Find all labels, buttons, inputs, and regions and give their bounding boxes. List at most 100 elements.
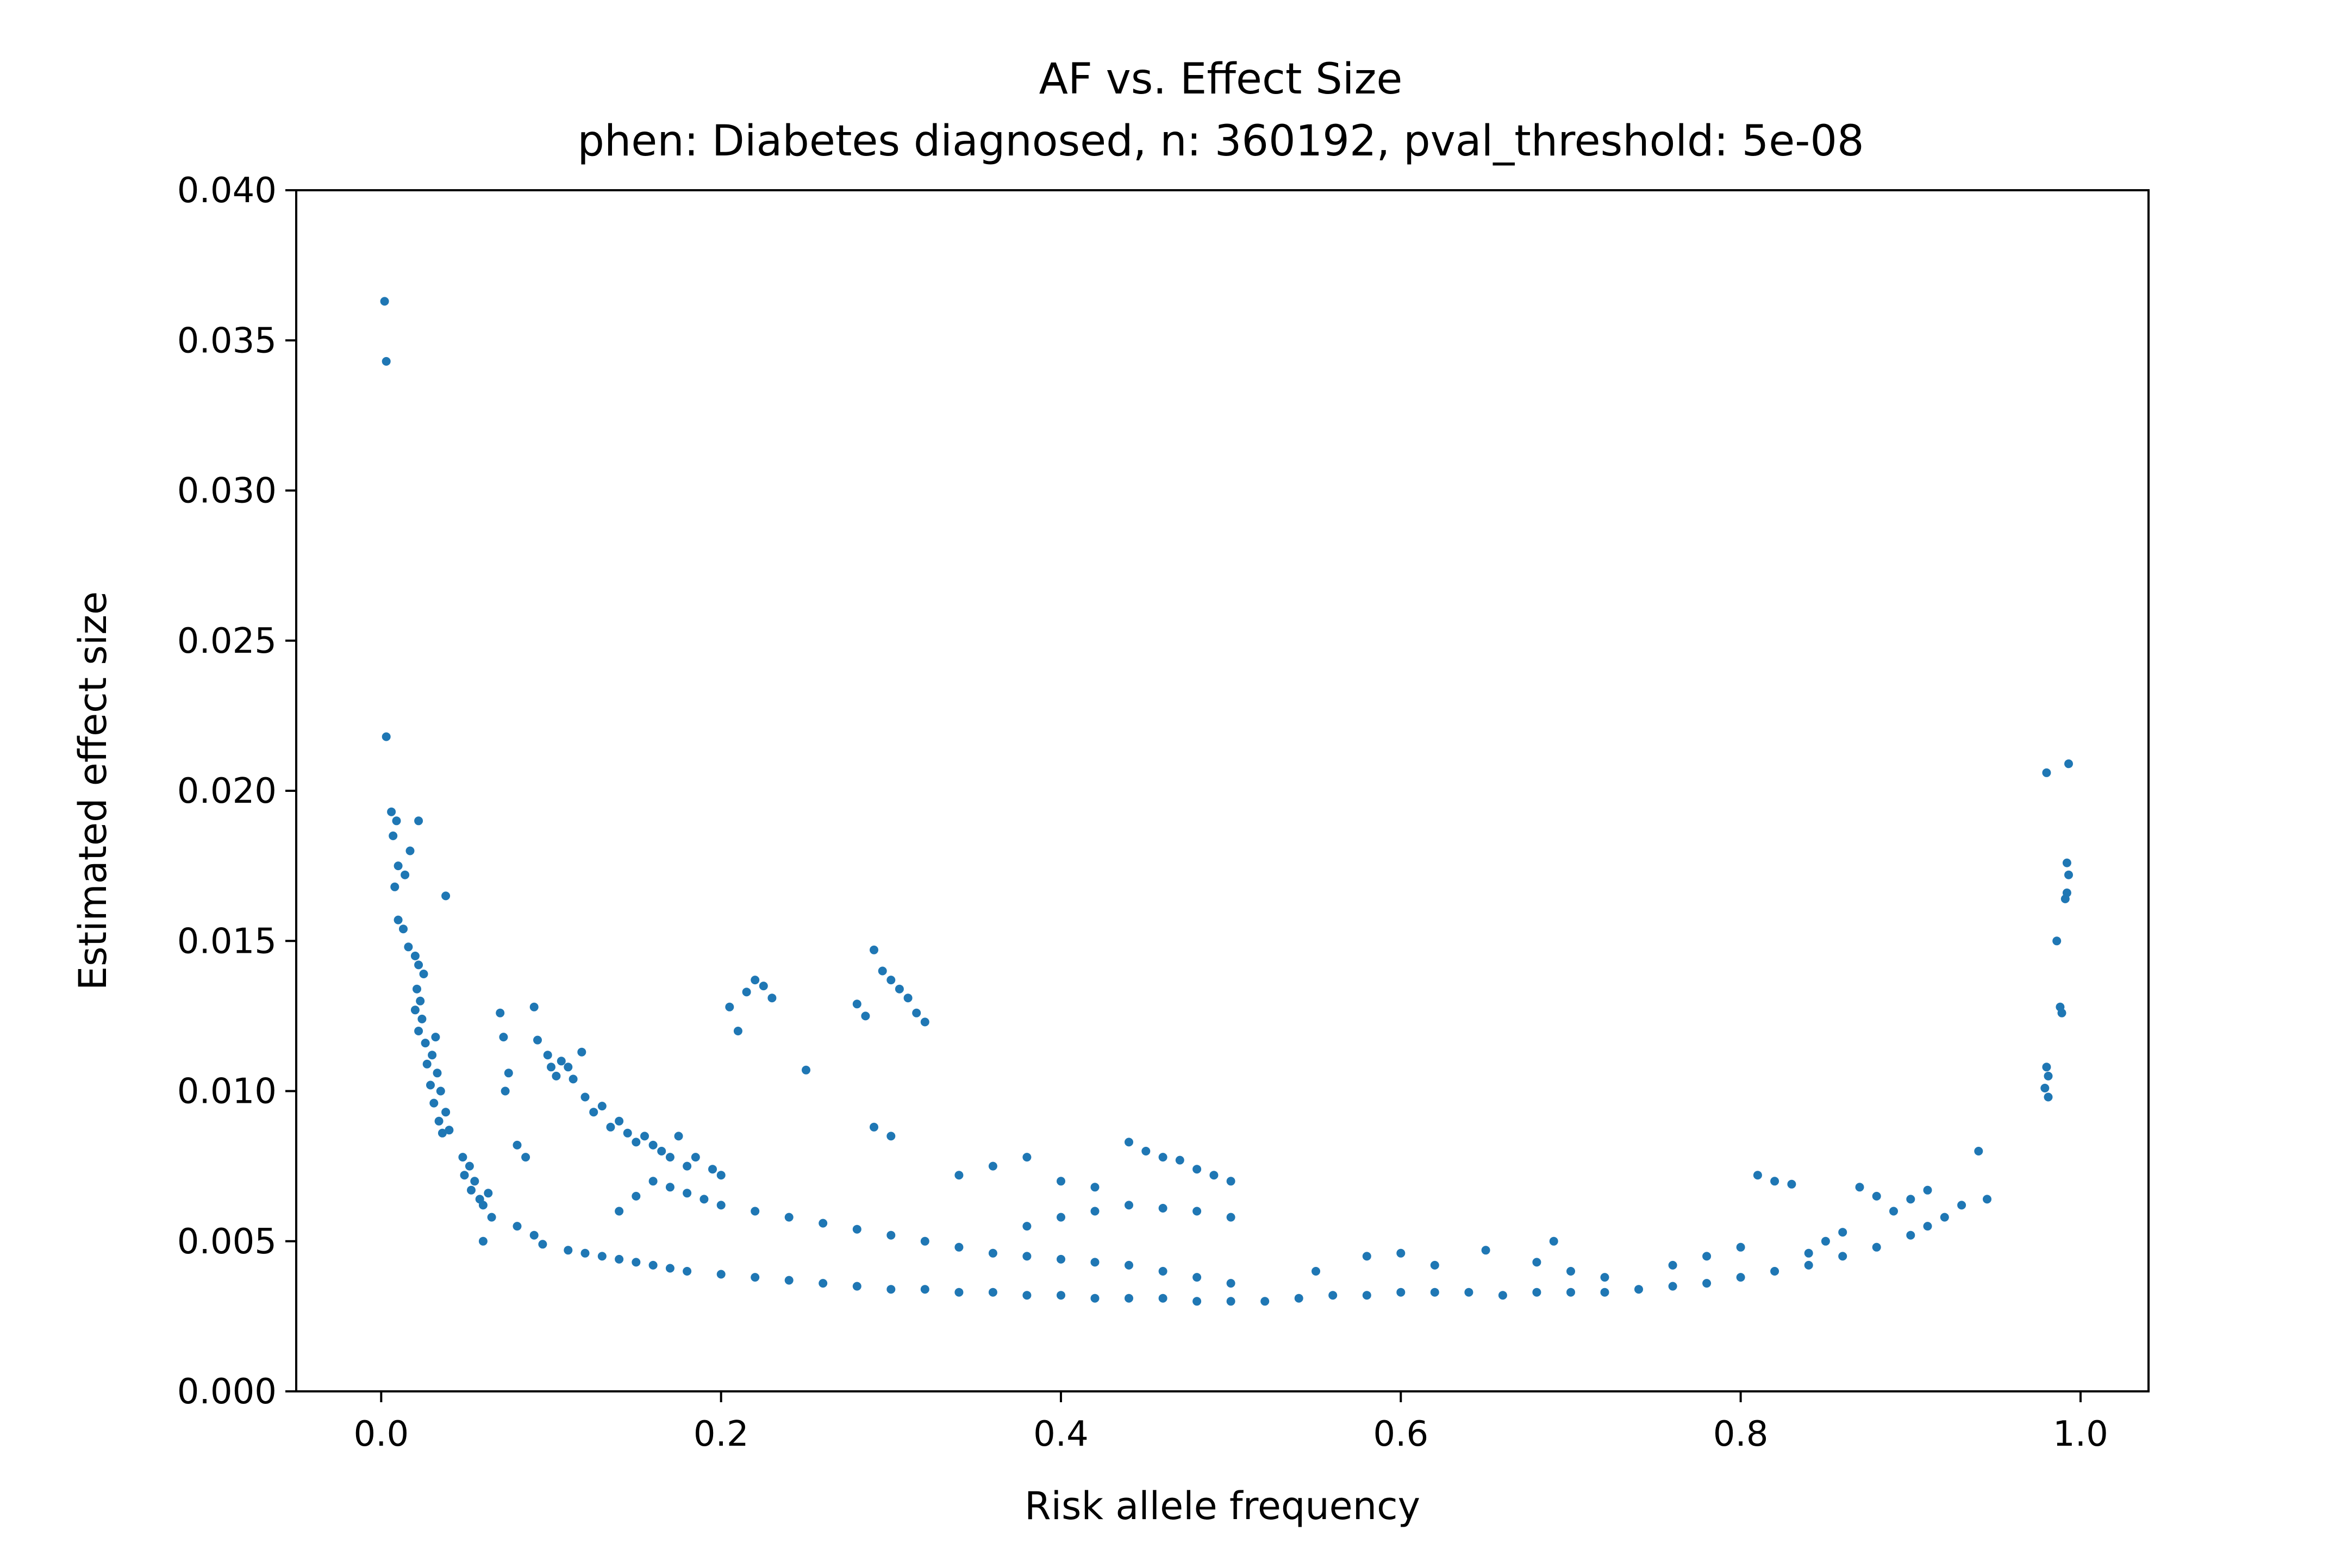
scatter-point	[852, 1225, 861, 1234]
scatter-point	[784, 1276, 794, 1285]
scatter-point	[751, 976, 760, 985]
scatter-point	[819, 1279, 828, 1288]
scatter-point	[665, 1183, 675, 1192]
scatter-point	[1736, 1242, 1745, 1252]
scatter-point	[2042, 768, 2051, 777]
scatter-point	[648, 1177, 658, 1186]
scatter-point	[1549, 1236, 1558, 1246]
scatter-point	[478, 1201, 488, 1210]
scatter-point	[2062, 858, 2071, 867]
scatter-point	[1983, 1195, 1991, 1204]
scatter-point	[564, 1063, 573, 1072]
scatter-point	[1634, 1285, 1643, 1294]
scatter-point	[802, 1065, 810, 1075]
scatter-point	[2052, 936, 2062, 946]
scatter-point	[1158, 1294, 1167, 1303]
scatter-point	[1158, 1204, 1167, 1213]
scatter-point	[954, 1288, 964, 1297]
chart-subtitle: phen: Diabetes diagnosed, n: 360192, pva…	[577, 117, 1864, 166]
scatter-point	[597, 1102, 607, 1111]
scatter-point	[405, 846, 415, 855]
scatter-point	[784, 1213, 794, 1222]
scatter-point	[382, 732, 391, 741]
scatter-point	[1923, 1222, 1932, 1231]
scatter-point	[2042, 1063, 2051, 1072]
scatter-point	[394, 861, 403, 871]
x-tick-label: 1.0	[2053, 1414, 2108, 1454]
scatter-point	[632, 1258, 641, 1267]
scatter-point	[1260, 1297, 1270, 1306]
scatter-point	[1906, 1230, 1915, 1240]
scatter-point	[1090, 1294, 1100, 1303]
scatter-point	[1566, 1267, 1575, 1276]
scatter-point	[657, 1147, 666, 1155]
scatter-point	[886, 1285, 896, 1294]
y-tick-label: 0.025	[177, 621, 277, 661]
scatter-point	[2044, 1092, 2053, 1102]
scatter-point	[903, 994, 913, 1003]
scatter-point	[1804, 1260, 1813, 1270]
scatter-point	[401, 870, 410, 879]
scatter-point	[1312, 1267, 1320, 1276]
scatter-point	[920, 1017, 929, 1027]
scatter-point	[852, 1282, 861, 1291]
scatter-point	[674, 1132, 683, 1141]
scatter-point	[1566, 1288, 1575, 1297]
scatter-point	[615, 1207, 624, 1216]
scatter-point	[410, 951, 420, 960]
scatter-point	[478, 1236, 488, 1246]
scatter-point	[1226, 1177, 1235, 1186]
scatter-point	[429, 1098, 439, 1108]
scatter-point	[389, 831, 398, 840]
scatter-point	[589, 1108, 598, 1117]
scatter-point	[1396, 1248, 1406, 1258]
x-axis-ticks: 0.0 0.2 0.4 0.6 0.8 1.0	[353, 1391, 2108, 1454]
scatter-point	[1022, 1291, 1032, 1300]
scatter-point	[632, 1191, 641, 1201]
scatter-point	[615, 1254, 624, 1264]
scatter-point	[417, 1014, 427, 1023]
y-tick-label: 0.000	[177, 1372, 277, 1412]
scatter-point	[988, 1161, 997, 1171]
scatter-point	[1770, 1267, 1779, 1276]
scatter-point	[878, 966, 887, 976]
scatter-point	[1141, 1147, 1151, 1155]
scatter-point	[1057, 1177, 1065, 1186]
y-axis-ticks: 0.000 0.005 0.010 0.015 0.020 0.025 0.030 0.035…	[177, 171, 296, 1412]
scatter-point	[1022, 1252, 1032, 1261]
scatter-point	[436, 1086, 445, 1096]
scatter-point	[496, 1008, 505, 1017]
scatter-point	[640, 1132, 649, 1141]
plot-frame	[295, 189, 2150, 1392]
scatter-point	[1125, 1294, 1133, 1303]
scatter-point	[988, 1288, 997, 1297]
scatter-point	[648, 1260, 658, 1270]
scatter-point	[433, 1069, 442, 1078]
scatter-point	[434, 1116, 444, 1126]
scatter-point	[597, 1252, 607, 1261]
scatter-point	[700, 1195, 709, 1204]
scatter-point	[665, 1264, 675, 1273]
scatter-point	[431, 1033, 440, 1042]
scatter-point	[1362, 1252, 1371, 1261]
scatter-point	[1158, 1267, 1167, 1276]
scatter-point	[460, 1171, 469, 1180]
scatter-point	[988, 1248, 997, 1258]
scatter-point	[1192, 1297, 1202, 1306]
scatter-point	[1532, 1288, 1541, 1297]
scatter-point	[380, 297, 389, 306]
scatter-point	[759, 982, 768, 991]
scatter-point	[1668, 1282, 1677, 1291]
scatter-point	[1057, 1291, 1065, 1300]
scatter-point	[954, 1171, 964, 1180]
scatter-point	[1974, 1147, 1983, 1155]
scatter-point	[414, 1027, 423, 1035]
scatter-point	[632, 1138, 641, 1147]
scatter-point	[683, 1267, 692, 1276]
scatter-point	[1668, 1260, 1677, 1270]
scatter-point	[467, 1185, 476, 1195]
scatter-point	[1770, 1177, 1779, 1186]
scatter-point	[708, 1165, 717, 1174]
scatter-point	[1872, 1242, 1881, 1252]
scatter-point	[725, 1002, 734, 1011]
